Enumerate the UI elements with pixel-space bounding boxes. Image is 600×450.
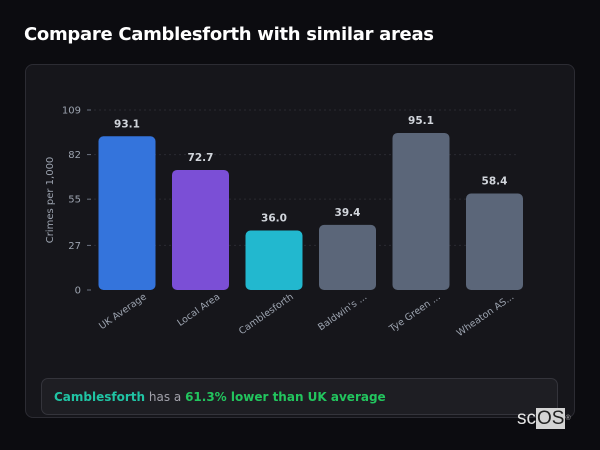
insight-area: Camblesforth [54, 390, 146, 404]
bar[interactable] [319, 224, 376, 290]
data-label: 58.4 [482, 176, 508, 188]
logo-text-a: sc [517, 408, 536, 429]
insight-comparison: 61.3% lower than UK average [185, 390, 386, 404]
page-title: Compare Camblesforth with similar areas [24, 24, 434, 45]
data-label: 72.7 [188, 152, 214, 164]
y-tick-label: 27 [68, 241, 81, 252]
bars: 93.1 UK Average 72.7 Local Area 36.0 Camblesf… [97, 115, 523, 339]
y-axis: 0 27 55 82 109 [62, 106, 91, 297]
y-tick-label: 82 [68, 150, 81, 161]
data-label: 39.4 [335, 207, 361, 219]
x-tick-label: Local Area [175, 291, 222, 328]
bar[interactable] [98, 136, 156, 290]
insight-connector: has a [145, 390, 186, 404]
data-label: 36.0 [261, 213, 287, 225]
data-label: 95.1 [408, 115, 434, 127]
insight-box: Camblesforth has a 61.3% lower than UK a… [41, 378, 558, 415]
x-tick-label: Camblesforth [237, 291, 296, 337]
logo-text-b: OS [536, 408, 566, 429]
y-tick-label: 55 [68, 195, 81, 206]
grid [94, 109, 518, 246]
data-label: 93.1 [114, 118, 140, 130]
y-axis-label: Crimes per 1,000 [45, 157, 56, 244]
scos-logo: scOS® [517, 408, 571, 429]
bar[interactable] [172, 169, 229, 290]
x-tick-label: Wheaton AS... [455, 291, 516, 339]
bar[interactable] [466, 193, 523, 290]
x-tick-label: Baldwin's ... [316, 291, 369, 333]
x-tick-label: UK Average [97, 291, 149, 332]
x-tick-label: Tye Green ... [387, 291, 443, 335]
y-tick-label: 0 [75, 286, 81, 297]
bar[interactable] [245, 230, 303, 290]
y-tick-label: 109 [62, 106, 81, 117]
bar[interactable] [392, 132, 450, 290]
logo-mark: ® [565, 415, 571, 422]
